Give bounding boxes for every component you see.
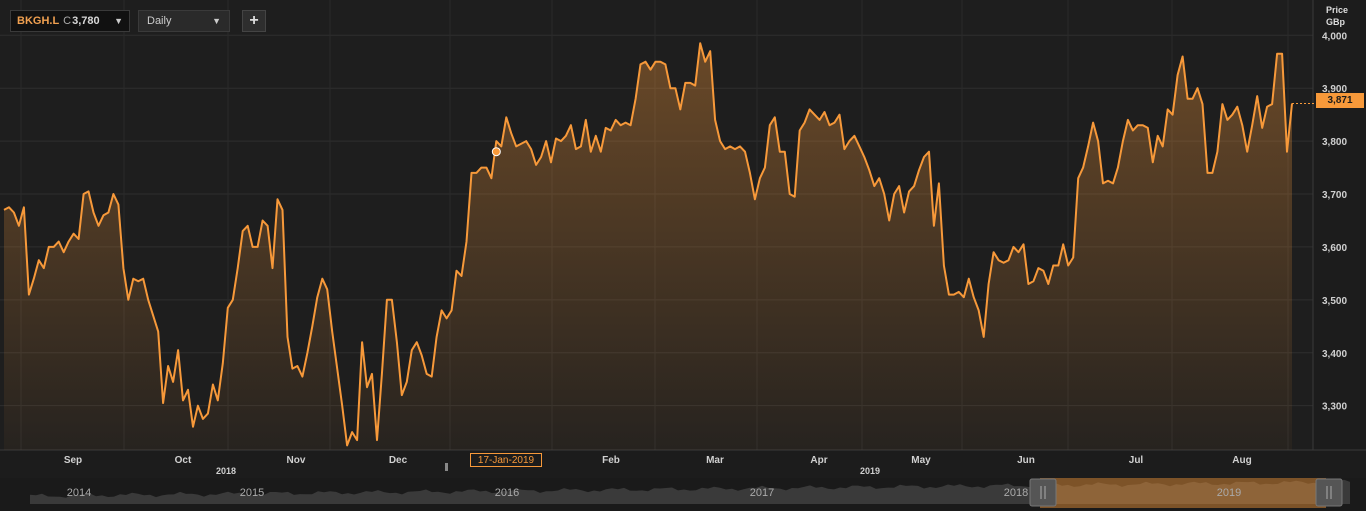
y-tick-label: 4,000 — [1322, 31, 1347, 42]
y-axis-header: Price GBp — [1326, 4, 1348, 28]
ticker-price: C3,780 — [63, 15, 99, 27]
x-axis: Sep Oct Nov Dec Feb Mar Apr May Jun Jul Aug 2018 201… — [64, 455, 1252, 476]
month-label: Jul — [1129, 455, 1144, 466]
plot-area — [3, 42, 1316, 450]
y-tick-label: 3,700 — [1322, 190, 1347, 201]
price-prefix: C — [63, 15, 72, 27]
period-value: Daily — [147, 15, 172, 27]
y-tick-label: 3,400 — [1322, 349, 1347, 360]
month-label: May — [911, 455, 931, 466]
crosshair-marker — [491, 147, 501, 157]
navigator-year-label: 2016 — [495, 487, 519, 499]
y-axis-title: Price — [1325, 5, 1348, 15]
month-label: Sep — [64, 455, 82, 466]
month-label: Jun — [1017, 455, 1035, 466]
y-axis-unit: GBp — [1325, 17, 1345, 27]
current-price-tag: 3,871 — [1316, 93, 1364, 108]
navigator-handle[interactable] — [1315, 478, 1343, 507]
y-tick-label: 3,900 — [1322, 84, 1347, 95]
month-label: Apr — [810, 455, 827, 466]
y-tick-label: 3,600 — [1322, 243, 1347, 254]
y-tick-label: 3,300 — [1322, 402, 1347, 413]
month-label: Nov — [287, 455, 306, 466]
navigator-year-label: 2015 — [240, 487, 264, 499]
month-label: Oct — [175, 455, 192, 466]
month-label: Mar — [706, 455, 724, 466]
chevron-down-icon[interactable]: ▼ — [212, 16, 221, 26]
last-price: 3,780 — [72, 15, 100, 27]
month-label: Aug — [1232, 455, 1251, 466]
y-tick-label: 3,800 — [1322, 137, 1347, 148]
navigator-year-label: 2019 — [1217, 487, 1241, 499]
price-area — [4, 43, 1292, 450]
year-label: 2018 — [216, 466, 236, 476]
navigator-year-label: 2014 — [67, 487, 91, 499]
crosshair-date-label: 17-Jan-2019 — [470, 453, 542, 467]
y-tick-label: 3,500 — [1322, 296, 1347, 307]
price-line — [3, 42, 1293, 447]
y-axis: 3,300 3,400 3,500 3,600 3,700 3,800 3,900 4,000 — [1322, 31, 1347, 412]
month-label: Feb — [602, 455, 620, 466]
chevron-down-icon[interactable]: ▼ — [114, 16, 123, 26]
navigator-year-label: 2018 — [1004, 487, 1028, 499]
ticker-symbol: BKGH.L — [17, 15, 60, 27]
navigator[interactable]: 2014 2015 2016 2017 2018 2019 — [0, 478, 1366, 511]
year-label: 2019 — [860, 466, 880, 476]
navigator-handle[interactable] — [1029, 478, 1057, 507]
add-comparison-button[interactable]: + — [242, 10, 266, 32]
period-selector[interactable]: Daily ▼ — [138, 10, 230, 32]
navigator-series — [30, 479, 1350, 504]
month-label: Dec — [389, 455, 408, 466]
navigator-selection — [1040, 478, 1326, 508]
toolbar: BKGH.L C3,780 ▼ Daily ▼ + — [10, 10, 266, 32]
x-axis-scroll-tick — [445, 463, 448, 471]
navigator-year-label: 2017 — [750, 487, 774, 499]
ticker-selector[interactable]: BKGH.L C3,780 ▼ — [10, 10, 130, 32]
